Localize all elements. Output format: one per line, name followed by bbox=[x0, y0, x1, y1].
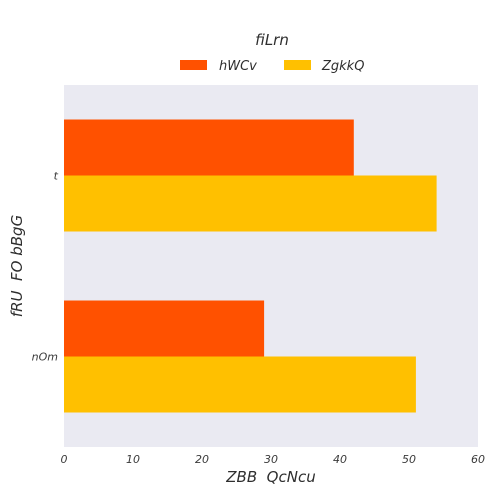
y-axis-label: fRU FO bBgG bbox=[8, 215, 26, 317]
x-tick-label: 30 bbox=[264, 453, 278, 466]
chart-title: fiLrn bbox=[255, 31, 289, 49]
bar-ZgkkQ-t bbox=[64, 175, 437, 232]
x-tick-label: 0 bbox=[61, 453, 68, 466]
legend: hWCv ZgkkQ bbox=[180, 59, 364, 74]
bar-ZgkkQ-nOm bbox=[64, 356, 416, 413]
x-tick-label: 10 bbox=[126, 453, 140, 466]
legend-label-hWCv: hWCv bbox=[219, 59, 257, 74]
x-tick-label: 40 bbox=[333, 453, 347, 466]
bar-hWCv-t bbox=[64, 119, 354, 176]
y-tick-label: t bbox=[54, 170, 59, 183]
x-tick-label: 50 bbox=[402, 453, 416, 466]
x-tick-labels: 0 10 20 30 40 50 60 bbox=[61, 453, 486, 466]
legend-label-ZgkkQ: ZgkkQ bbox=[321, 59, 364, 74]
y-tick-label: nOm bbox=[32, 351, 58, 364]
x-tick-label: 20 bbox=[195, 453, 209, 466]
bars-group bbox=[64, 119, 437, 413]
bar-hWCv-nOm bbox=[64, 300, 265, 357]
legend-swatch-ZgkkQ bbox=[284, 60, 311, 70]
x-axis-label: ZBB QcNcu bbox=[225, 468, 315, 486]
legend-swatch-hWCv bbox=[180, 60, 207, 70]
x-tick-label: 60 bbox=[471, 453, 485, 466]
y-tick-labels: t nOm bbox=[32, 170, 59, 364]
